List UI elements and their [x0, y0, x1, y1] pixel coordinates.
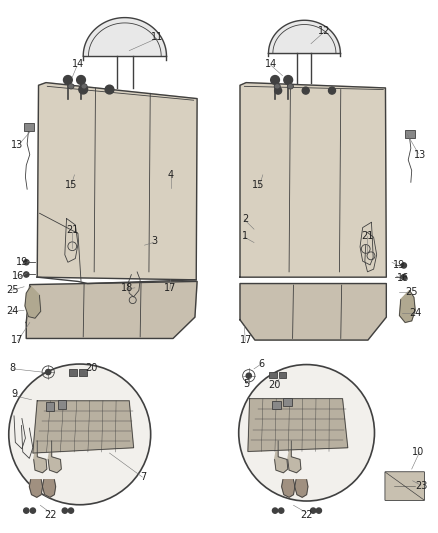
Polygon shape	[26, 281, 197, 338]
Circle shape	[68, 508, 74, 513]
Ellipse shape	[81, 84, 87, 89]
Text: 17: 17	[164, 283, 176, 293]
Circle shape	[79, 85, 88, 94]
Ellipse shape	[274, 84, 280, 89]
Circle shape	[284, 76, 293, 84]
Polygon shape	[295, 480, 308, 497]
Bar	[79, 369, 87, 376]
Text: 19: 19	[392, 261, 405, 270]
Circle shape	[328, 87, 336, 94]
Circle shape	[311, 508, 316, 513]
Text: 15: 15	[65, 181, 77, 190]
Text: 21: 21	[66, 225, 78, 235]
Text: 11: 11	[151, 33, 163, 42]
Polygon shape	[34, 441, 47, 473]
Text: 24: 24	[409, 309, 421, 318]
Text: 1: 1	[242, 231, 248, 240]
Polygon shape	[275, 441, 288, 473]
Circle shape	[30, 508, 35, 513]
Circle shape	[105, 85, 114, 94]
Polygon shape	[282, 480, 295, 497]
Polygon shape	[399, 290, 415, 322]
Text: 7: 7	[141, 472, 147, 481]
Ellipse shape	[239, 365, 374, 501]
Text: 10: 10	[412, 447, 424, 457]
Polygon shape	[29, 480, 42, 497]
Polygon shape	[33, 401, 134, 453]
Text: 22: 22	[44, 510, 57, 520]
Circle shape	[275, 87, 282, 94]
Bar	[283, 398, 292, 406]
Text: 3: 3	[151, 236, 157, 246]
Bar	[279, 372, 286, 378]
Circle shape	[401, 274, 406, 280]
Text: 20: 20	[85, 363, 97, 373]
Text: 20: 20	[268, 380, 280, 390]
Text: 24: 24	[6, 306, 18, 316]
Bar	[69, 369, 77, 376]
Text: 13: 13	[413, 150, 426, 159]
Text: 25: 25	[6, 286, 18, 295]
FancyBboxPatch shape	[385, 472, 424, 500]
Text: 16: 16	[397, 273, 409, 283]
Text: 17: 17	[240, 335, 252, 345]
Circle shape	[401, 263, 406, 268]
Text: 21: 21	[361, 231, 373, 240]
Bar	[405, 130, 415, 138]
Bar	[269, 372, 277, 378]
Polygon shape	[288, 441, 301, 473]
Circle shape	[302, 87, 309, 94]
Circle shape	[279, 508, 284, 513]
Text: 22: 22	[300, 510, 313, 520]
Text: 18: 18	[121, 283, 133, 293]
Text: 6: 6	[258, 359, 264, 368]
Circle shape	[24, 272, 29, 277]
Polygon shape	[48, 441, 61, 473]
Circle shape	[46, 369, 51, 375]
Text: 25: 25	[406, 287, 418, 297]
Ellipse shape	[287, 84, 293, 89]
Bar	[46, 402, 54, 411]
Circle shape	[64, 76, 72, 84]
Bar	[272, 401, 281, 409]
Text: 4: 4	[168, 170, 174, 180]
Text: 12: 12	[318, 26, 330, 36]
Polygon shape	[240, 284, 386, 340]
Bar	[58, 400, 66, 409]
Bar	[24, 123, 34, 131]
Circle shape	[77, 76, 85, 84]
Text: 13: 13	[11, 140, 23, 150]
Circle shape	[246, 373, 251, 378]
Text: 5: 5	[243, 379, 249, 389]
Ellipse shape	[9, 364, 151, 505]
Text: 2: 2	[242, 214, 248, 223]
Ellipse shape	[68, 84, 74, 89]
Circle shape	[316, 508, 321, 513]
Polygon shape	[25, 286, 41, 318]
Polygon shape	[37, 83, 197, 280]
Text: 17: 17	[11, 335, 24, 345]
Circle shape	[62, 508, 67, 513]
Text: 8: 8	[9, 363, 15, 373]
Text: 14: 14	[265, 59, 277, 69]
Text: 19: 19	[16, 257, 28, 267]
Text: 23: 23	[415, 481, 427, 491]
Text: 15: 15	[252, 181, 265, 190]
Polygon shape	[42, 480, 56, 497]
Circle shape	[272, 508, 278, 513]
Circle shape	[24, 260, 29, 265]
Text: 14: 14	[72, 59, 84, 69]
Polygon shape	[240, 83, 386, 277]
Text: 16: 16	[12, 271, 25, 281]
Circle shape	[271, 76, 279, 84]
Polygon shape	[248, 399, 348, 451]
Text: 9: 9	[11, 390, 17, 399]
Circle shape	[24, 508, 29, 513]
